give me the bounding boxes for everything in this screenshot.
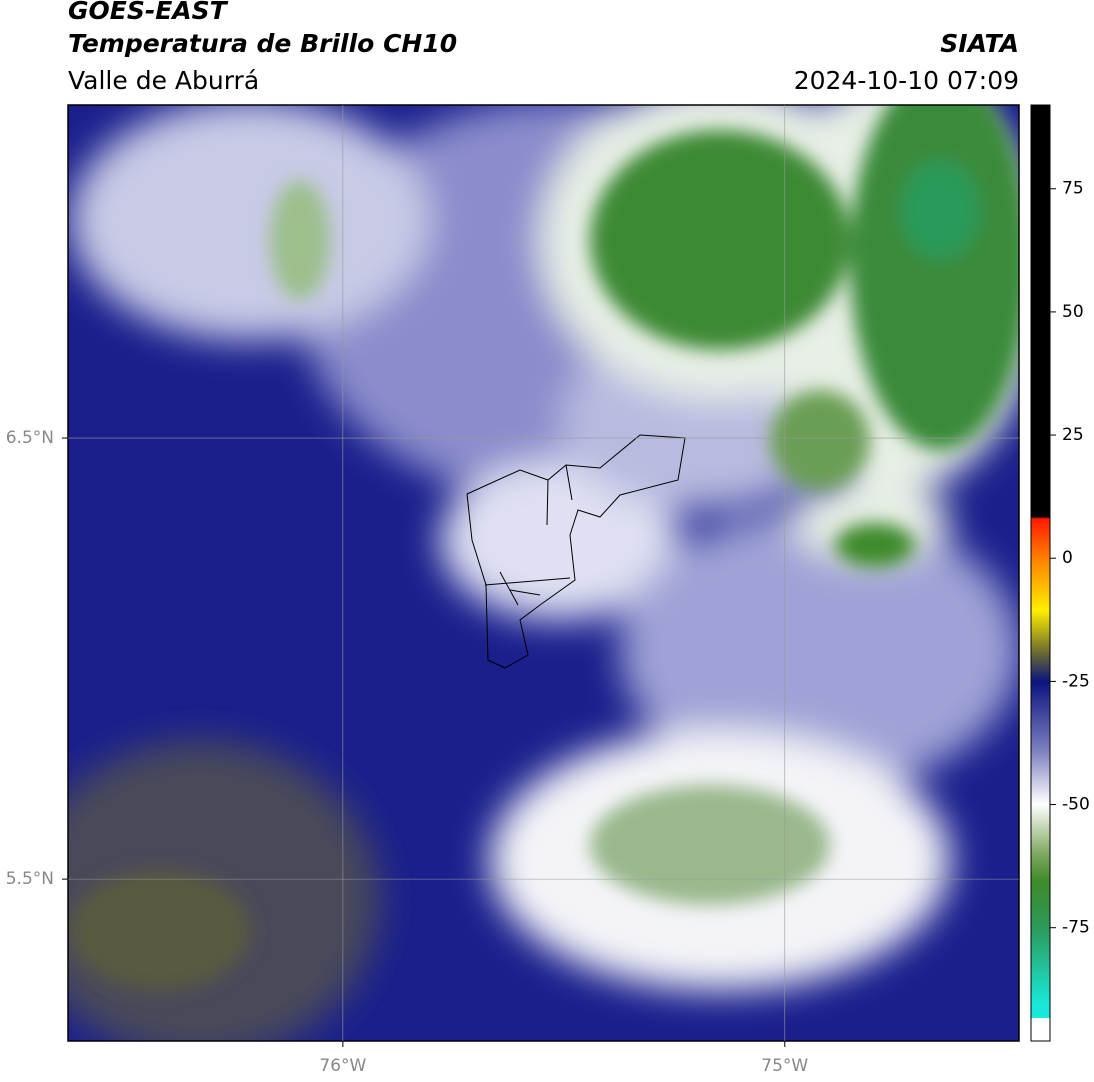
datetime: 2024-10-10 07:09 [794,66,1019,95]
y-tick-label: 5.5°N [6,869,54,889]
map-frame [67,104,1020,1042]
colorbar-tick-label: 0 [1062,548,1073,568]
colorbar-tick-label: 50 [1062,302,1084,322]
satellite-image [68,105,1019,1041]
colorbar [1030,104,1051,1042]
colorbar-tick-label: -50 [1062,795,1090,815]
region: Valle de Aburrá [68,66,259,95]
y-tick-label: 6.5°N [6,428,54,448]
colorbar-tick-label: 25 [1062,425,1084,445]
subtitle: Temperatura de Brillo CH10 [68,29,457,58]
colorbar-tick-label: 75 [1062,179,1084,199]
x-tick-label: 76°W [319,1056,366,1076]
title: GOES-EAST [68,0,229,25]
colorbar-tick-label: -75 [1062,918,1090,938]
source: SIATA [940,29,1019,58]
x-tick-label: 75°W [761,1056,808,1076]
valley-boundary [466,434,686,669]
colorbar-tick-label: -25 [1062,671,1090,691]
